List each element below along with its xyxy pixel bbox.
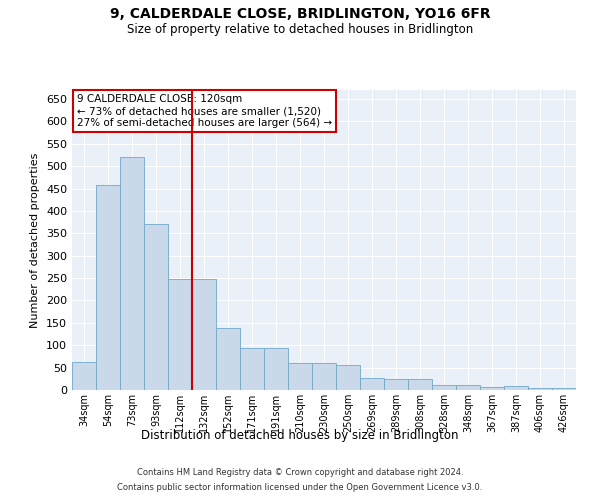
Bar	[408, 379, 432, 390]
Bar	[504, 386, 528, 390]
Bar	[144, 224, 168, 390]
Text: Size of property relative to detached houses in Bridlington: Size of property relative to detached ho…	[127, 22, 473, 36]
Y-axis label: Number of detached properties: Number of detached properties	[31, 152, 40, 328]
Bar	[480, 388, 504, 390]
Text: Distribution of detached houses by size in Bridlington: Distribution of detached houses by size …	[141, 428, 459, 442]
Bar	[384, 379, 408, 390]
Text: 9, CALDERDALE CLOSE, BRIDLINGTON, YO16 6FR: 9, CALDERDALE CLOSE, BRIDLINGTON, YO16 6…	[110, 8, 490, 22]
Bar	[336, 366, 360, 390]
Bar	[216, 328, 240, 390]
Bar	[168, 278, 192, 390]
Bar	[96, 186, 120, 390]
Bar	[552, 388, 576, 390]
Bar	[192, 279, 216, 390]
Bar	[432, 385, 456, 390]
Bar	[288, 363, 312, 390]
Bar	[120, 157, 144, 390]
Bar	[360, 378, 384, 390]
Bar	[312, 363, 336, 390]
Bar	[528, 388, 552, 390]
Text: Contains public sector information licensed under the Open Government Licence v3: Contains public sector information licen…	[118, 483, 482, 492]
Text: 9 CALDERDALE CLOSE: 120sqm
← 73% of detached houses are smaller (1,520)
27% of s: 9 CALDERDALE CLOSE: 120sqm ← 73% of deta…	[77, 94, 332, 128]
Bar	[456, 385, 480, 390]
Text: Contains HM Land Registry data © Crown copyright and database right 2024.: Contains HM Land Registry data © Crown c…	[137, 468, 463, 477]
Bar	[240, 348, 264, 390]
Bar	[264, 348, 288, 390]
Bar	[72, 362, 96, 390]
